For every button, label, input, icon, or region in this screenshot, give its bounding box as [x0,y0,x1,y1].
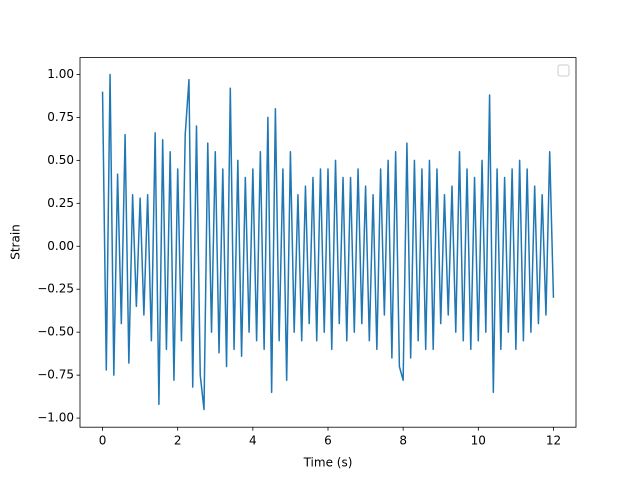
y-tick-label: 0.75 [47,110,74,124]
y-tick-label: 0.00 [47,239,74,253]
y-tick-label: −1.00 [37,411,74,425]
x-tick-label: 10 [471,434,486,448]
x-tick-label: 0 [99,434,107,448]
x-tick-label: 12 [546,434,561,448]
x-axis-label: Time (s) [303,456,353,470]
plot-area [101,73,555,411]
x-tick-label: 4 [249,434,257,448]
y-tick-label: −0.25 [37,282,74,296]
legend-box [557,64,570,77]
y-tick-label: 0.25 [47,196,74,210]
y-tick-label: −0.75 [37,368,74,382]
y-tick-label: 0.50 [47,153,74,167]
signal-line [101,73,555,411]
x-tick-label: 6 [324,434,332,448]
y-axis-label: Strain [9,224,23,260]
x-tick-label: 2 [174,434,182,448]
y-tick-label: −0.50 [37,325,74,339]
x-tick-label: 8 [399,434,407,448]
y-tick-label: 1.00 [47,67,74,81]
